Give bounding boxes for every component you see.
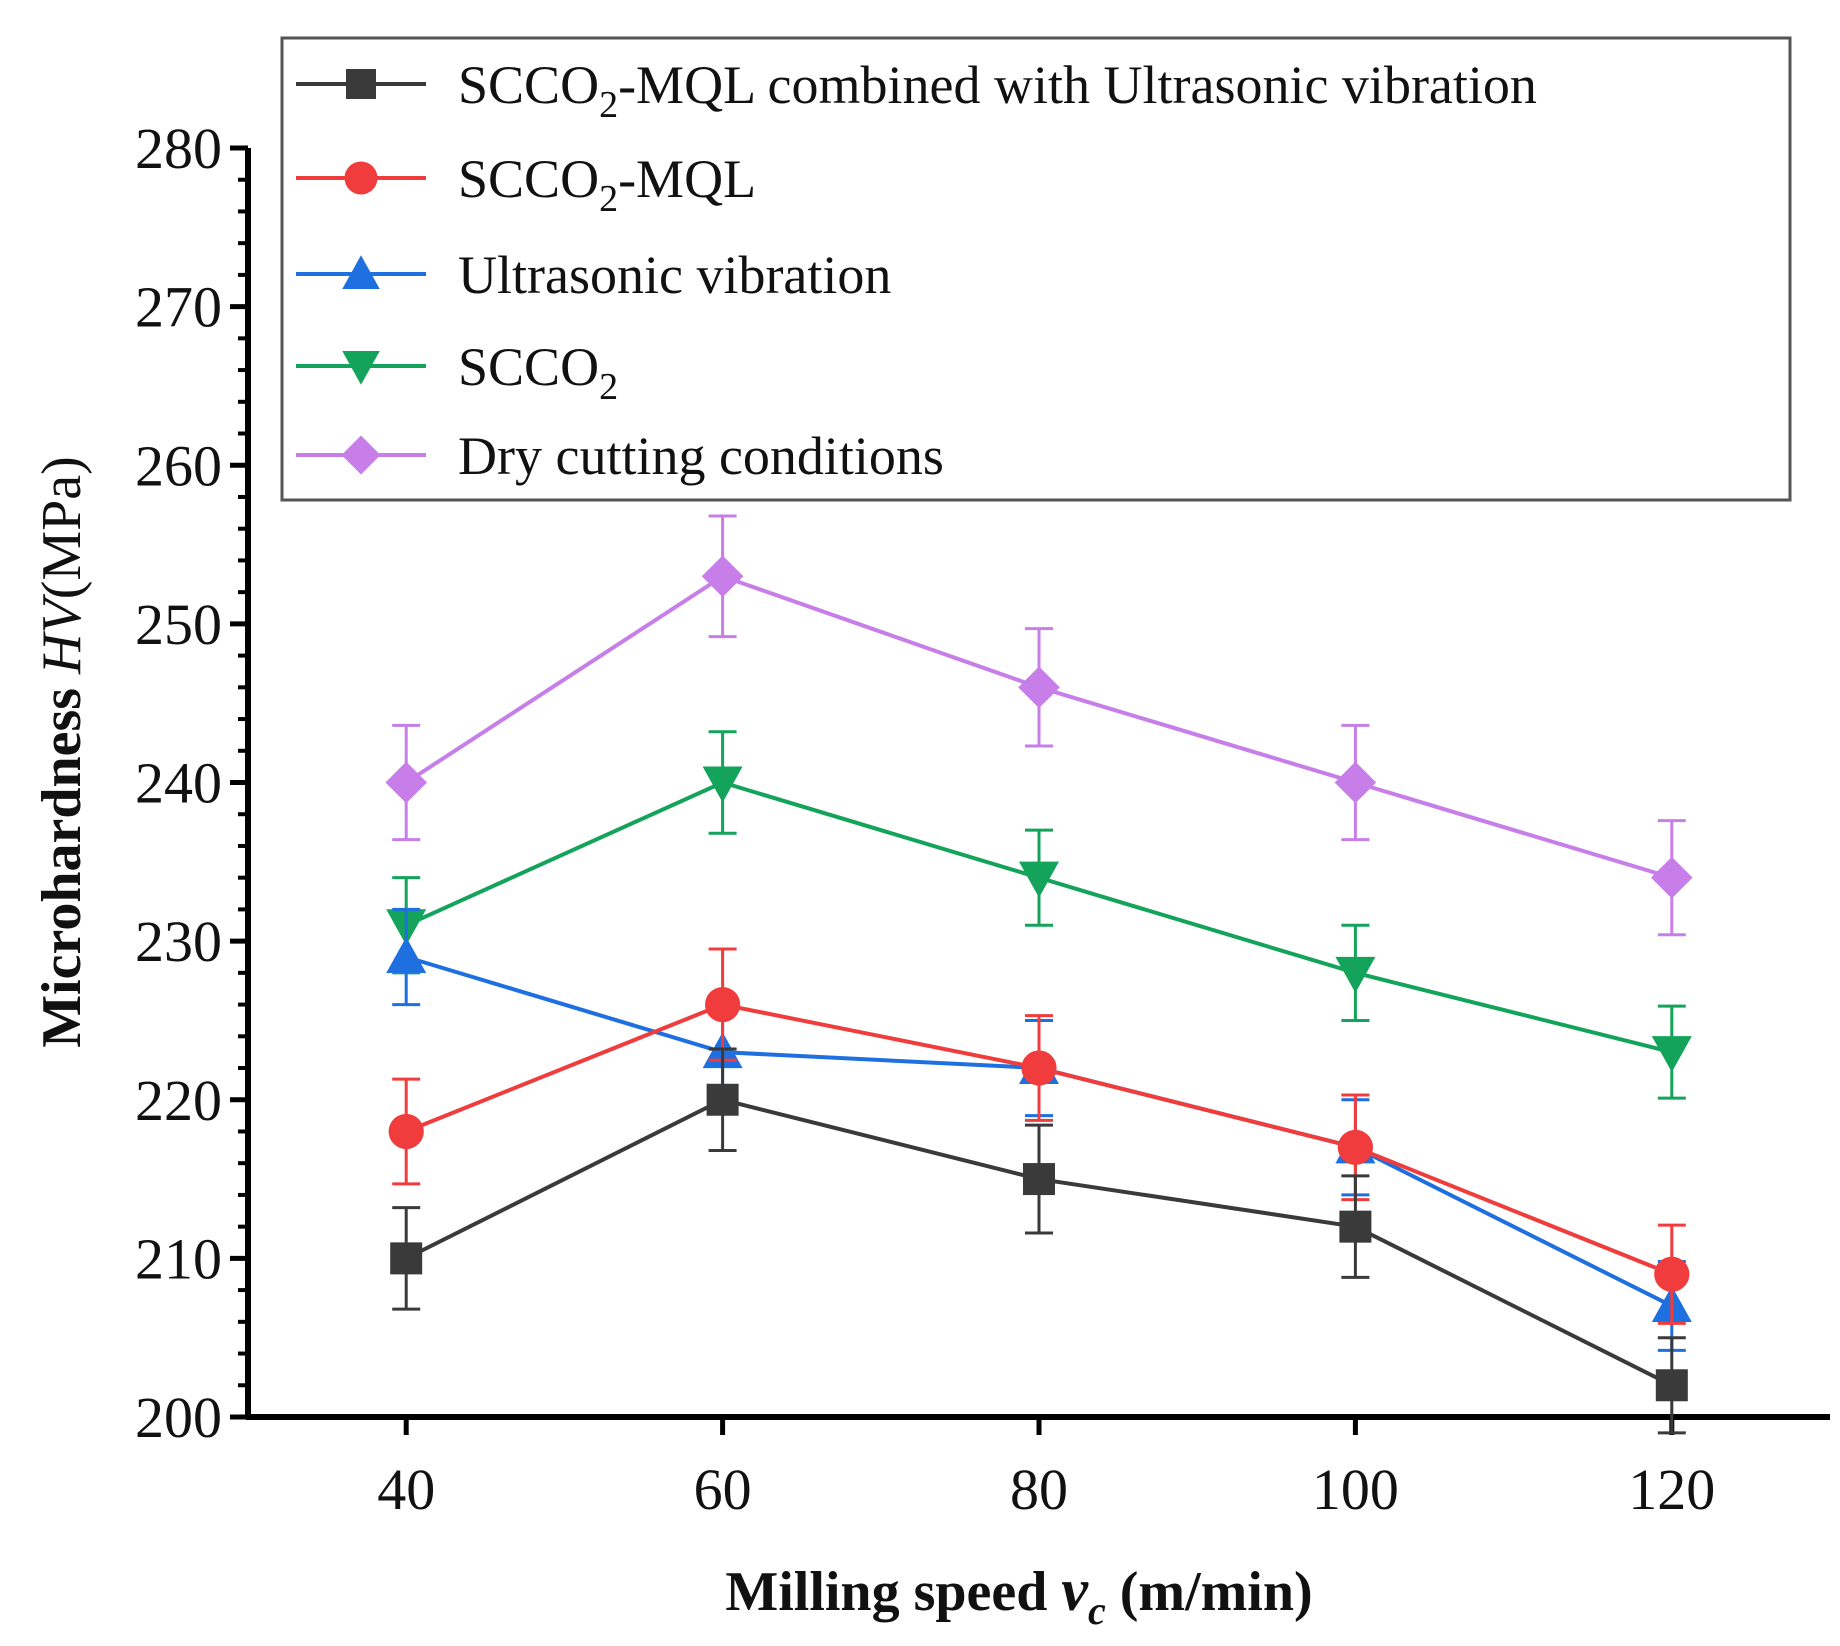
y-tick-label: 280 [135, 116, 222, 181]
series-4 [385, 514, 1693, 937]
legend-label-main: Dry cutting conditions [458, 426, 944, 486]
x-axis-label-unit: (m/min) [1106, 1561, 1313, 1623]
x-axis-label: Milling speed vc (m/min) [725, 1557, 1312, 1633]
legend-marker [346, 69, 376, 99]
data-point [386, 936, 427, 973]
data-point [388, 1113, 424, 1150]
data-point [1651, 856, 1693, 899]
legend-label-rest: -MQL [618, 149, 756, 209]
x-axis-label-main: Milling speed [725, 1561, 1061, 1623]
data-point [705, 986, 741, 1023]
data-point [1339, 1210, 1372, 1243]
data-point [701, 555, 744, 598]
legend-label-rest: -MQL combined with Ultrasonic vibration [618, 55, 1537, 115]
x-axis-label-subscript: c [1088, 1588, 1106, 1633]
legend-label-main: SCCO [458, 149, 599, 209]
series-layer [385, 514, 1693, 1435]
x-tick-label: 100 [1312, 1457, 1399, 1522]
x-tick-label: 80 [1010, 1457, 1068, 1522]
legend-label: Dry cutting conditions [458, 426, 944, 486]
y-axis-label: Microhardness HV(MPa) [31, 456, 93, 1048]
data-point [1654, 1256, 1690, 1292]
data-point [1019, 861, 1059, 898]
y-tick-label: 210 [135, 1226, 222, 1291]
y-axis-label-main: Microhardness [31, 674, 93, 1048]
y-tick-label: 250 [135, 592, 222, 657]
x-tick-label: 120 [1628, 1457, 1715, 1522]
legend-label: Ultrasonic vibration [458, 245, 891, 305]
legend-label-main: Ultrasonic vibration [458, 245, 891, 305]
legend-label: SCCO2 [458, 337, 618, 408]
data-point [702, 766, 743, 803]
legend-label-subscript: 2 [599, 178, 618, 220]
legend-label-subscript: 2 [599, 84, 618, 126]
data-point [1023, 1163, 1055, 1196]
series-1 [388, 947, 1690, 1325]
legend-label: SCCO2-MQL [458, 149, 756, 220]
data-point [1335, 956, 1376, 993]
y-tick-label: 240 [135, 751, 222, 816]
legend-label-subscript: 2 [599, 366, 618, 408]
x-tick-label: 60 [694, 1457, 752, 1522]
axis-ticks: 200 210 220 230 240 250 260 270 280 40 60 80 100 120 [135, 116, 1715, 1522]
x-tick-label: 40 [377, 1457, 435, 1522]
data-point [706, 1083, 739, 1116]
y-axis-label-unit: (MPa) [31, 456, 93, 599]
legend-label-main: SCCO [458, 337, 599, 397]
legend-marker [342, 255, 380, 289]
legend-label: SCCO2-MQL combined with Ultrasonic vibra… [458, 55, 1537, 126]
y-tick-label: 220 [135, 1068, 222, 1133]
legend-marker [341, 435, 381, 475]
data-point [1334, 761, 1377, 804]
y-tick-label: 200 [135, 1385, 222, 1450]
data-point [385, 761, 427, 804]
data-point [1018, 666, 1060, 709]
legend-box [280, 36, 1792, 502]
legend-marker [342, 351, 380, 385]
legend: SCCO2-MQL combined with Ultrasonic vibra… [280, 36, 1792, 502]
y-tick-label: 230 [135, 909, 222, 974]
data-point [390, 1242, 423, 1275]
series-0 [390, 1047, 1688, 1435]
series-3 [386, 730, 1692, 1100]
y-tick-label: 270 [135, 275, 222, 340]
data-point [1651, 1036, 1692, 1073]
data-point [1337, 1129, 1373, 1165]
x-axis-label-variable: v [1061, 1557, 1089, 1623]
y-tick-label: 260 [135, 433, 222, 498]
data-point [1021, 1050, 1057, 1086]
legend-marker [344, 161, 378, 195]
y-axis-label-variable: HV [31, 594, 93, 675]
legend-label-main: SCCO [458, 55, 599, 115]
data-point [1655, 1369, 1688, 1402]
y-axis-title: Microhardness HV(MPa) [31, 456, 93, 1048]
